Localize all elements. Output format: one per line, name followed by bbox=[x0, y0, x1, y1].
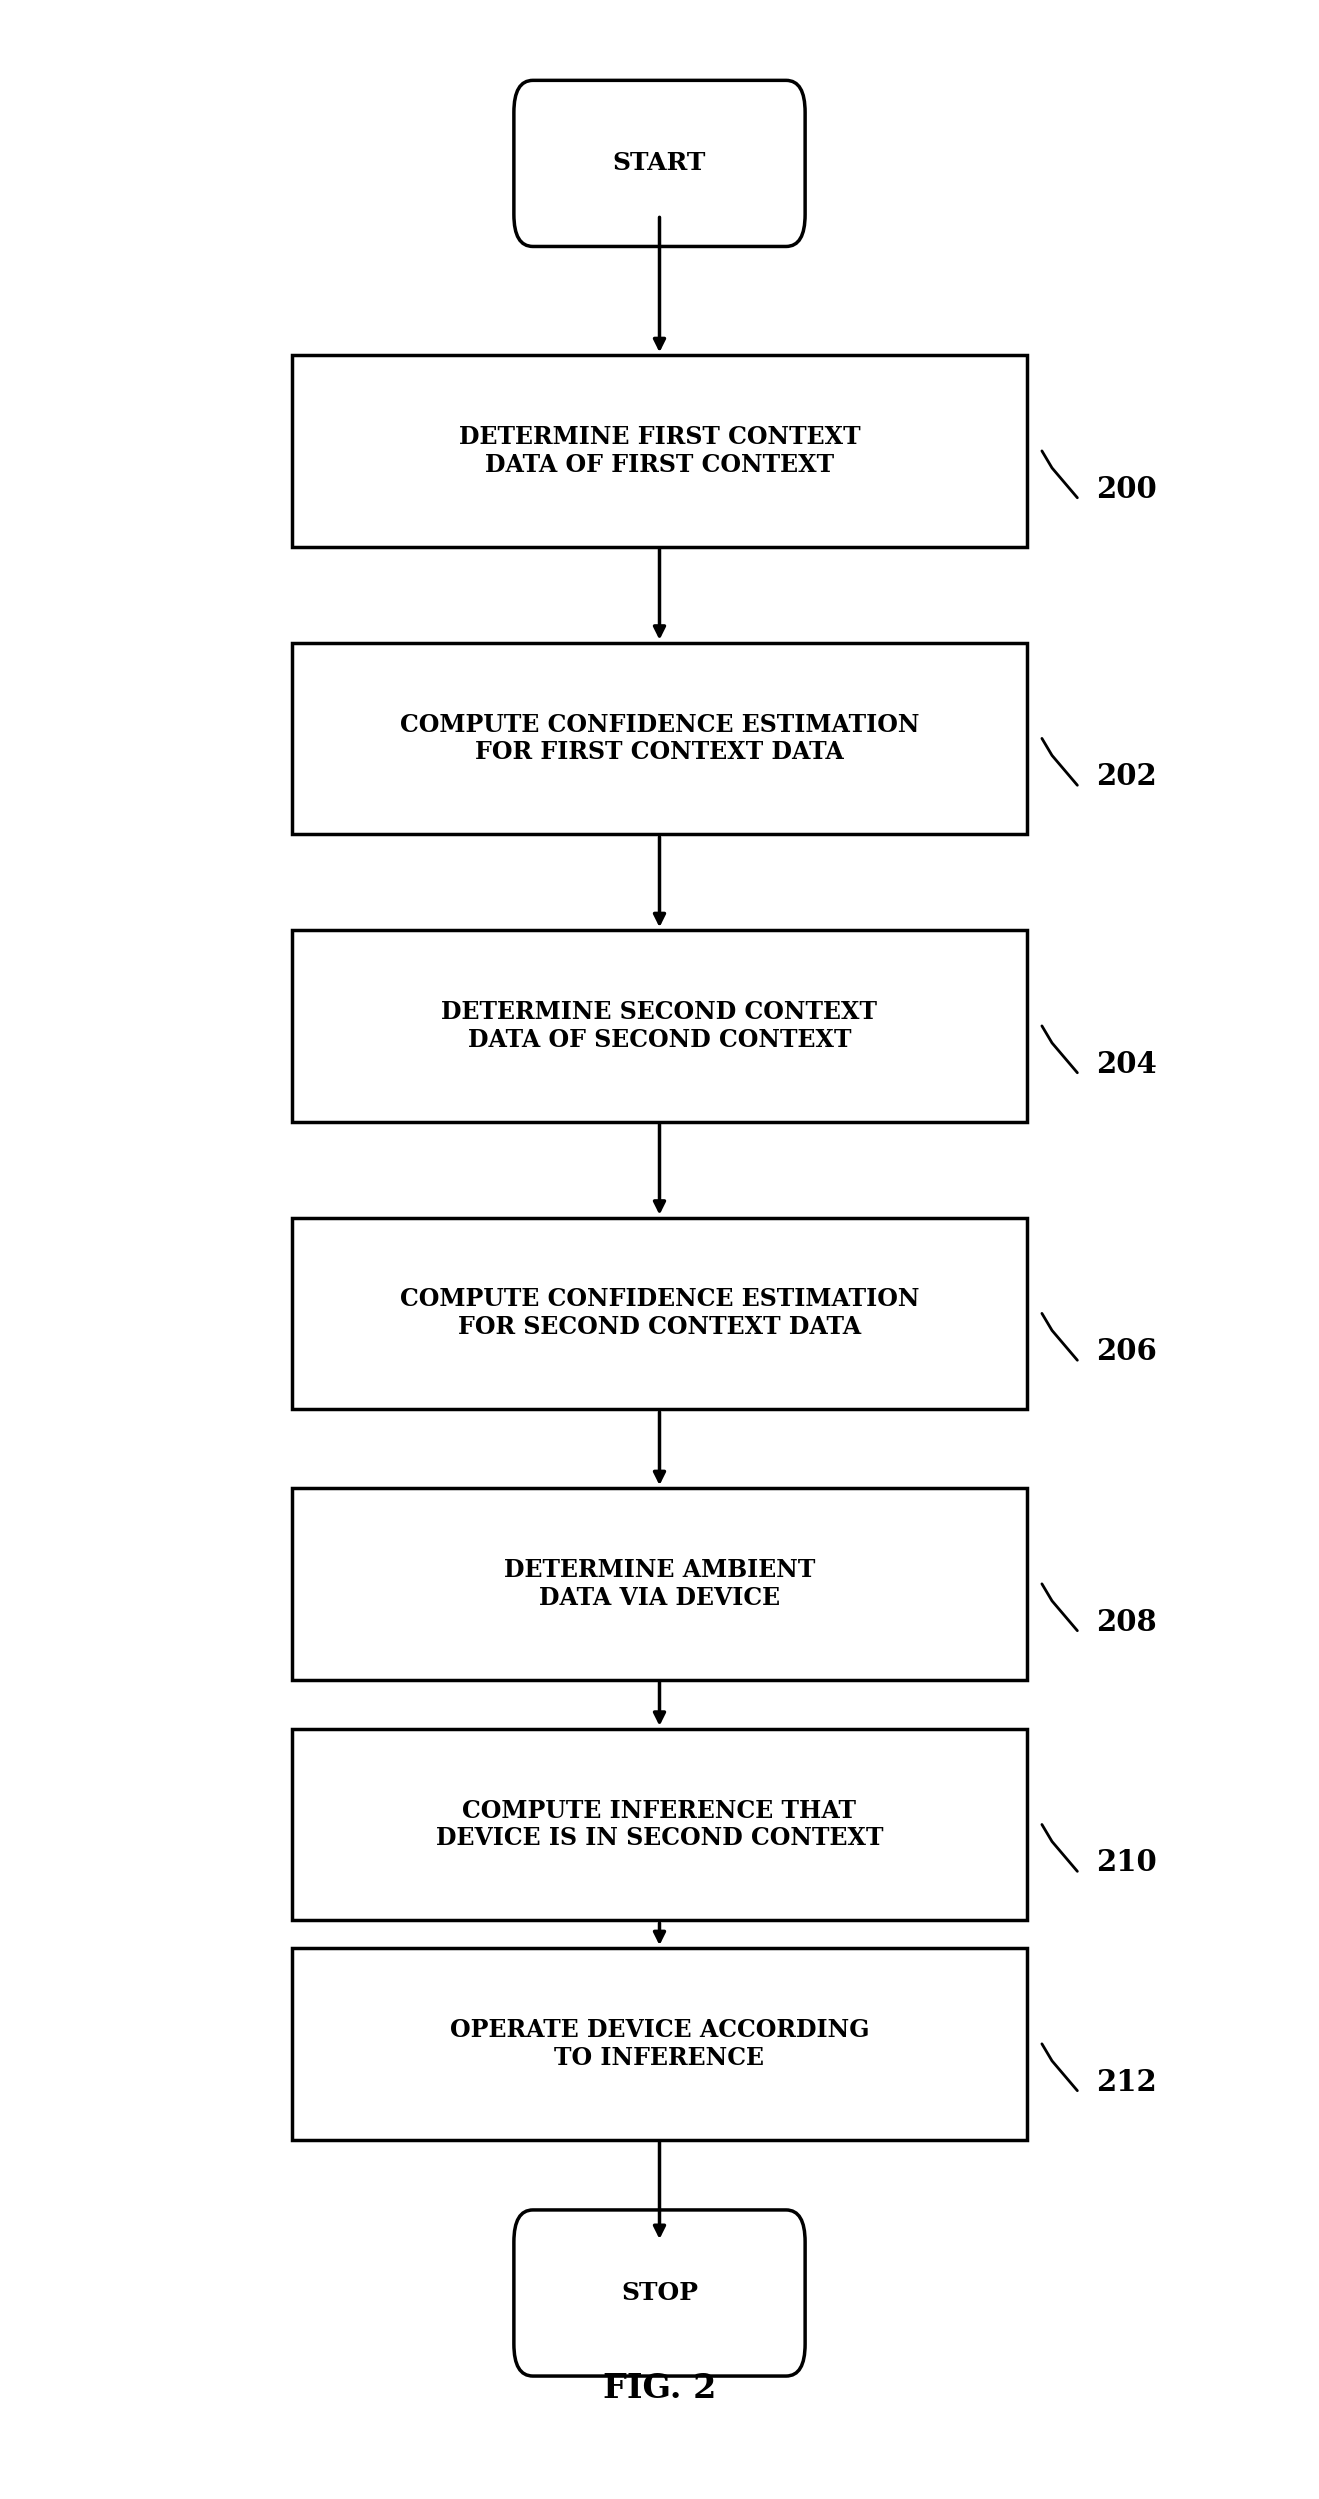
Bar bbox=[293, 642, 1026, 835]
Text: STOP: STOP bbox=[621, 2282, 698, 2304]
FancyBboxPatch shape bbox=[514, 80, 805, 247]
Text: 200: 200 bbox=[1096, 475, 1157, 505]
Text: 210: 210 bbox=[1096, 1849, 1157, 1877]
Text: COMPUTE INFERENCE THAT
DEVICE IS IN SECOND CONTEXT: COMPUTE INFERENCE THAT DEVICE IS IN SECO… bbox=[435, 1799, 884, 1849]
Text: 212: 212 bbox=[1096, 2067, 1157, 2097]
Bar bbox=[293, 1949, 1026, 2139]
Bar bbox=[293, 930, 1026, 1122]
FancyBboxPatch shape bbox=[514, 2209, 805, 2377]
Text: DETERMINE SECOND CONTEXT
DATA OF SECOND CONTEXT: DETERMINE SECOND CONTEXT DATA OF SECOND … bbox=[442, 1000, 877, 1052]
Text: FIG. 2: FIG. 2 bbox=[603, 2372, 716, 2404]
Text: START: START bbox=[613, 152, 706, 175]
Bar bbox=[293, 355, 1026, 547]
Text: DETERMINE AMBIENT
DATA VIA DEVICE: DETERMINE AMBIENT DATA VIA DEVICE bbox=[504, 1557, 815, 1609]
Text: 208: 208 bbox=[1096, 1607, 1157, 1637]
Bar bbox=[293, 1729, 1026, 1919]
Bar bbox=[293, 1217, 1026, 1409]
Text: COMPUTE CONFIDENCE ESTIMATION
FOR SECOND CONTEXT DATA: COMPUTE CONFIDENCE ESTIMATION FOR SECOND… bbox=[400, 1287, 919, 1339]
Bar bbox=[293, 1487, 1026, 1679]
Text: 202: 202 bbox=[1096, 762, 1157, 792]
Text: 204: 204 bbox=[1096, 1050, 1157, 1080]
Text: 206: 206 bbox=[1096, 1337, 1157, 1367]
Text: OPERATE DEVICE ACCORDING
TO INFERENCE: OPERATE DEVICE ACCORDING TO INFERENCE bbox=[450, 2017, 869, 2069]
Text: DETERMINE FIRST CONTEXT
DATA OF FIRST CONTEXT: DETERMINE FIRST CONTEXT DATA OF FIRST CO… bbox=[459, 425, 860, 477]
Text: COMPUTE CONFIDENCE ESTIMATION
FOR FIRST CONTEXT DATA: COMPUTE CONFIDENCE ESTIMATION FOR FIRST … bbox=[400, 712, 919, 765]
